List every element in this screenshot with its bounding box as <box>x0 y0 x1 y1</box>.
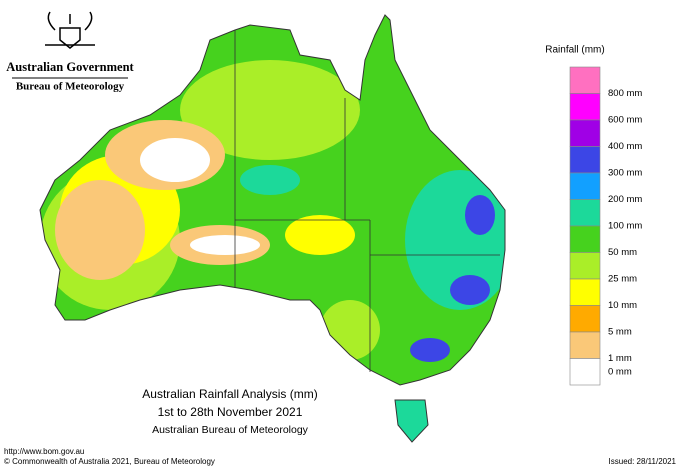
issued: Issued: 28/11/2021 <box>609 457 677 466</box>
legend-label: 800 mm <box>608 88 642 99</box>
legend-label: 0 mm <box>608 366 632 377</box>
legend-label: 10 mm <box>608 300 637 311</box>
legend-label: 600 mm <box>608 115 642 126</box>
legend-title: Rainfall (mm) <box>545 45 604 56</box>
agency: Bureau of Meteorology <box>16 81 125 93</box>
legend-swatch <box>569 225 601 253</box>
coat-of-arms <box>45 11 95 49</box>
legend-swatch <box>569 119 601 147</box>
legend-swatch <box>569 93 601 121</box>
legend-swatch <box>569 66 601 94</box>
legend-label: 5 mm <box>608 327 632 338</box>
copyright: © Commonwealth of Australia 2021, Bureau… <box>4 457 215 466</box>
legend-label: 400 mm <box>608 141 642 152</box>
legend-swatch <box>569 358 601 386</box>
legend-swatch <box>569 172 601 200</box>
legend-label: 50 mm <box>608 247 637 258</box>
caption-source: Australian Bureau of Meteorology <box>152 424 309 436</box>
state-borders <box>234 30 500 372</box>
legend-swatch <box>569 146 601 174</box>
legend-label: 100 mm <box>608 221 642 232</box>
legend-label: 200 mm <box>608 194 642 205</box>
caption-period: 1st to 28th November 2021 <box>158 405 303 419</box>
organisation: Australian Government <box>6 60 134 74</box>
legend-swatch <box>569 305 601 333</box>
legend-label: 300 mm <box>608 168 642 179</box>
legend-label: 25 mm <box>608 274 637 285</box>
legend-swatch <box>569 199 601 227</box>
legend-swatch <box>569 331 601 359</box>
url: http://www.bom.gov.au <box>4 447 84 456</box>
tasmania <box>394 399 429 443</box>
caption-title: Australian Rainfall Analysis (mm) <box>142 387 317 401</box>
legend: 800 mm 600 mm 400 mm 300 mm 200 mm 100 mm 50 m… <box>569 66 642 386</box>
coastline <box>39 14 506 386</box>
legend-swatch <box>569 252 601 280</box>
legend-swatch <box>569 278 601 306</box>
legend-label: 1 mm <box>608 353 632 364</box>
